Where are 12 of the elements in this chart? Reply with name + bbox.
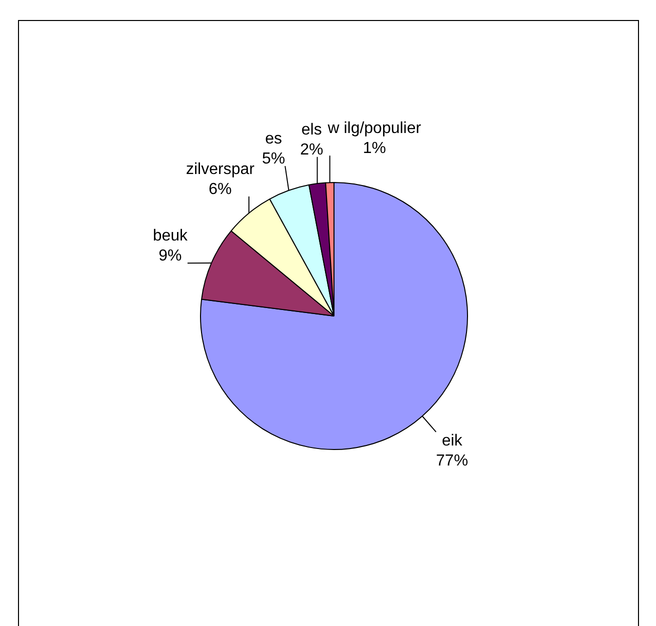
- slice-label: es: [265, 130, 282, 148]
- slice-label: eik: [442, 432, 464, 450]
- slice-label: beuk: [152, 228, 189, 245]
- slice-label: zilverspar: [186, 160, 256, 178]
- data-label: 9%: [158, 248, 182, 265]
- slice-label: els: [301, 121, 322, 138]
- data-label: 5%: [262, 150, 286, 168]
- data-label: 6%: [208, 180, 232, 198]
- data-label: 1%: [362, 140, 386, 157]
- data-label: 77%: [436, 452, 468, 470]
- data-label: 2%: [300, 141, 324, 158]
- slice-label: w ilg/populier: [326, 120, 422, 137]
